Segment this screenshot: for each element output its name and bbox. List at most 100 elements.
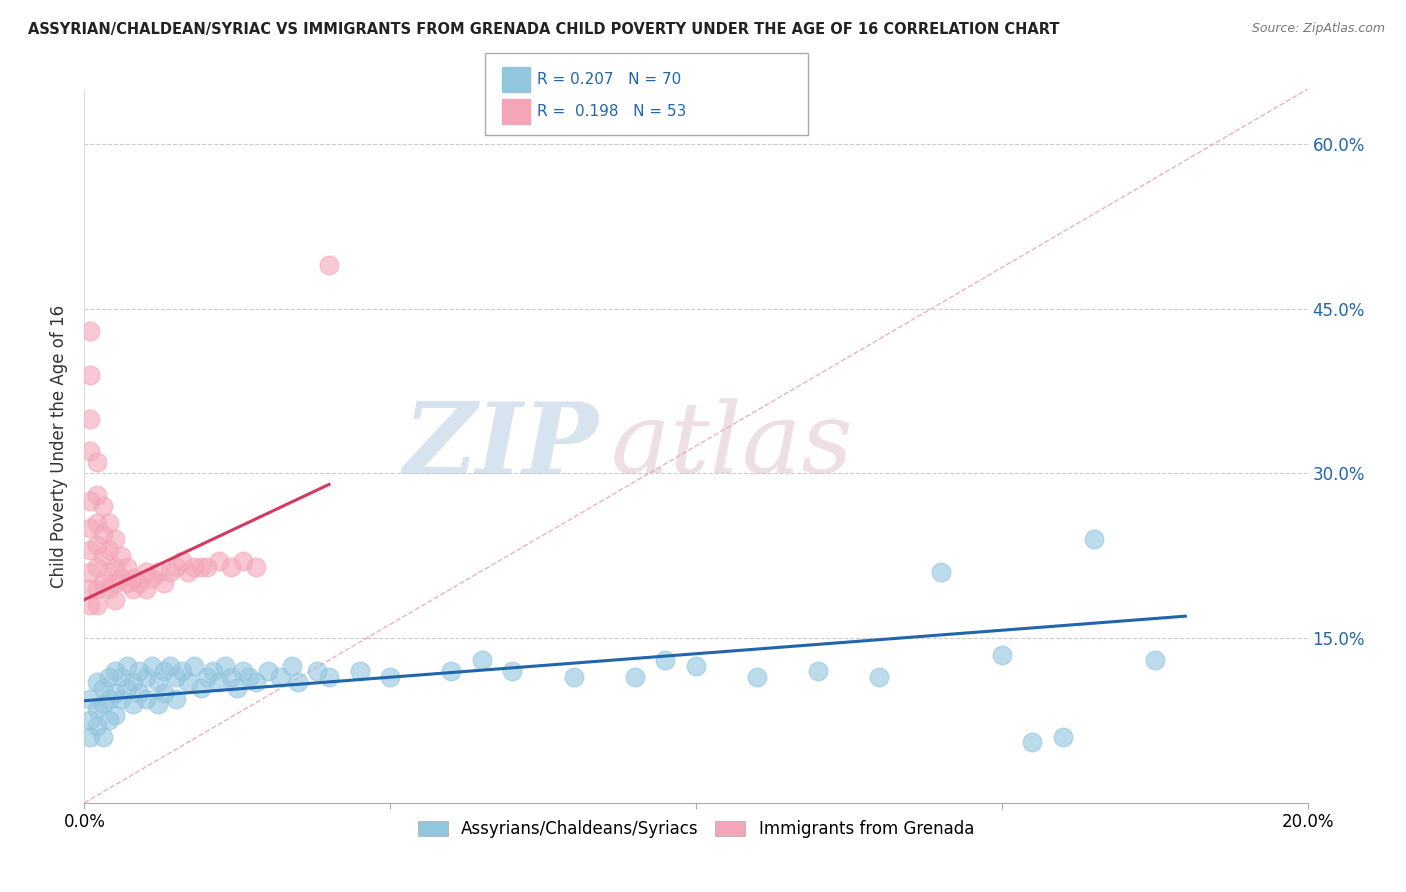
Point (135, 582, 157, 596)
Point (104, 686, 127, 700)
Point (91, 730, 114, 744)
Point (869, 669, 891, 683)
Point (91, 549, 114, 563)
Point (1052, 730, 1074, 744)
Point (219, 559, 242, 574)
Point (153, 576, 176, 591)
Point (232, 554, 254, 568)
Point (349, 664, 371, 678)
Point (380, 669, 402, 683)
Point (97, 543, 120, 558)
Point (502, 664, 524, 678)
Point (281, 658, 304, 673)
Point (245, 559, 267, 574)
Point (208, 675, 231, 690)
Point (79, 521, 101, 535)
Text: R = 0.207   N = 70: R = 0.207 N = 70 (537, 72, 682, 87)
Point (183, 559, 205, 574)
Point (86, 455, 108, 469)
Point (79, 444, 101, 458)
Point (177, 675, 200, 690)
Point (1021, 735, 1043, 749)
Point (201, 664, 224, 678)
Point (195, 669, 218, 683)
Point (86, 675, 108, 690)
Point (79, 714, 101, 728)
Point (97, 669, 120, 683)
Point (1143, 653, 1166, 667)
Point (172, 554, 194, 568)
Point (624, 669, 647, 683)
Point (440, 664, 463, 678)
Point (110, 669, 132, 683)
Point (929, 566, 952, 580)
Point (172, 664, 194, 678)
Point (318, 669, 340, 683)
Point (122, 675, 145, 690)
Point (91, 500, 114, 514)
Point (104, 664, 127, 678)
Point (226, 681, 249, 695)
Point (214, 658, 236, 673)
Point (79, 494, 101, 508)
Text: atlas: atlas (610, 399, 853, 493)
Point (104, 708, 127, 723)
Point (471, 653, 494, 667)
Point (86, 488, 108, 502)
Point (128, 664, 150, 678)
Point (86, 719, 108, 733)
Point (122, 571, 145, 585)
Point (747, 669, 769, 683)
Text: R =  0.198   N = 53: R = 0.198 N = 53 (537, 104, 686, 119)
Point (115, 559, 138, 574)
Point (110, 571, 132, 585)
Point (79, 411, 101, 425)
Point (146, 675, 169, 690)
Point (287, 675, 309, 690)
Point (807, 664, 830, 678)
Point (257, 664, 280, 678)
Point (208, 554, 231, 568)
Point (79, 324, 101, 338)
Point (238, 669, 260, 683)
Y-axis label: Child Poverty Under the Age of 16: Child Poverty Under the Age of 16 (51, 304, 69, 588)
Point (86, 598, 108, 612)
Point (146, 697, 169, 711)
Point (219, 669, 242, 683)
Point (97, 516, 120, 530)
Point (97, 691, 120, 706)
Point (159, 566, 181, 580)
Point (86, 538, 108, 552)
Point (190, 681, 212, 695)
Point (97, 714, 120, 728)
Point (128, 686, 150, 700)
Point (115, 576, 138, 591)
Point (79, 368, 101, 382)
Point (104, 576, 127, 591)
Point (991, 648, 1014, 662)
Point (135, 691, 157, 706)
Point (86, 516, 108, 530)
Point (562, 669, 585, 683)
Point (135, 566, 157, 580)
Point (153, 664, 176, 678)
Point (86, 559, 108, 574)
Point (79, 730, 101, 744)
Point (115, 681, 138, 695)
Point (104, 533, 127, 547)
Point (115, 658, 138, 673)
Text: ZIP: ZIP (404, 398, 598, 494)
Point (146, 566, 169, 580)
Point (122, 582, 145, 596)
Point (91, 681, 114, 695)
Text: Source: ZipAtlas.com: Source: ZipAtlas.com (1251, 22, 1385, 36)
Point (183, 658, 205, 673)
Point (91, 576, 114, 591)
Point (165, 691, 187, 706)
Text: ASSYRIAN/CHALDEAN/SYRIAC VS IMMIGRANTS FROM GRENADA CHILD POVERTY UNDER THE AGE : ASSYRIAN/CHALDEAN/SYRIAC VS IMMIGRANTS F… (28, 22, 1060, 37)
Point (97, 582, 120, 596)
Point (1083, 533, 1105, 547)
Point (165, 669, 187, 683)
Point (86, 702, 108, 716)
Legend: Assyrians/Chaldeans/Syriacs, Immigrants from Grenada: Assyrians/Chaldeans/Syriacs, Immigrants … (411, 814, 981, 845)
